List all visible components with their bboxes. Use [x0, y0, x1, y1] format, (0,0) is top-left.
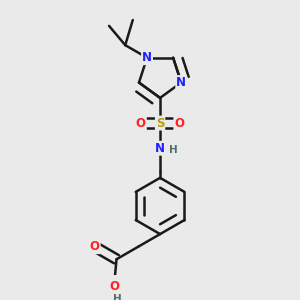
Text: S: S: [156, 117, 164, 130]
Text: N: N: [176, 76, 186, 89]
Text: O: O: [136, 117, 146, 130]
Text: O: O: [174, 117, 184, 130]
Text: O: O: [109, 280, 119, 293]
Text: N: N: [155, 142, 165, 155]
Text: N: N: [142, 51, 152, 64]
Text: O: O: [90, 240, 100, 253]
Text: H: H: [169, 145, 178, 155]
Text: H: H: [112, 294, 121, 300]
